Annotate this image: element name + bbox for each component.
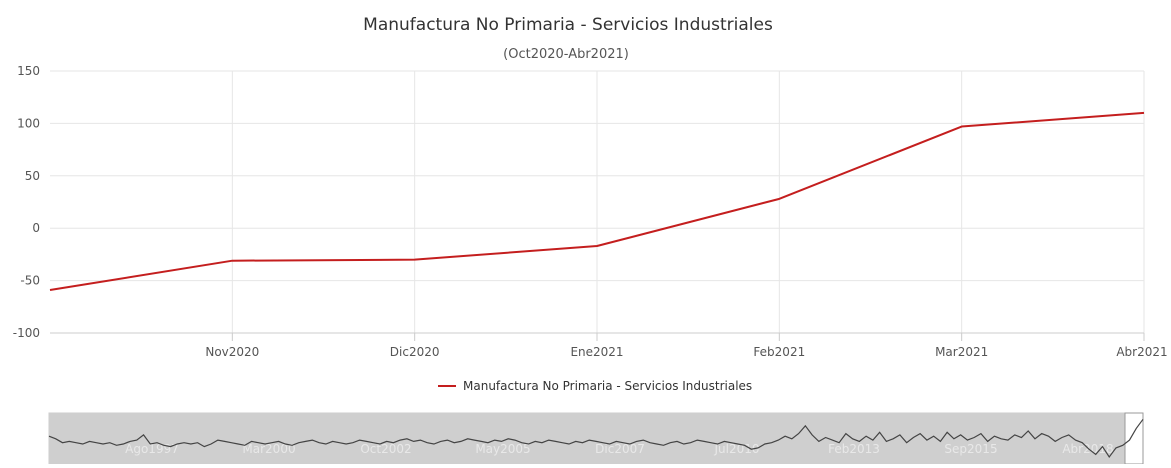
navigator-label: May2005 xyxy=(475,442,530,456)
navigator[interactable]: Ago1997 Mar2000 Oct2002 May2005 Dic2007 Jul20… xyxy=(48,412,1144,465)
legend[interactable]: Manufactura No Primaria - Servicios Indu… xyxy=(438,379,752,393)
y-axis: -100 -50 0 50 100 150 xyxy=(13,64,40,340)
chart-subtitle: (Oct2020-Abr2021) xyxy=(503,47,629,62)
legend-label: Manufactura No Primaria - Servicios Indu… xyxy=(463,379,752,393)
y-tick-label: 150 xyxy=(17,64,40,78)
grid xyxy=(50,70,1145,334)
data-point[interactable] xyxy=(228,257,236,265)
data-point[interactable] xyxy=(958,123,966,131)
x-tick-label: Dic2020 xyxy=(390,345,440,359)
y-tick-label: 50 xyxy=(25,169,40,183)
navigator-label: Feb2013 xyxy=(828,442,880,456)
plot-area xyxy=(46,109,1148,294)
navigator-label: Jul2010 xyxy=(713,442,759,456)
data-point[interactable] xyxy=(593,242,601,250)
series-line[interactable] xyxy=(49,111,1145,292)
navigator-label: Dic2007 xyxy=(595,442,645,456)
y-tick-label: -50 xyxy=(20,274,40,288)
navigator-mask xyxy=(49,413,1125,464)
x-tick-label: Mar2021 xyxy=(935,345,988,359)
x-axis: Nov2020 Dic2020 Ene2021 Feb2021 Mar2021 Abr20… xyxy=(50,332,1168,359)
data-point[interactable] xyxy=(775,195,783,203)
y-tick-label: -100 xyxy=(13,326,40,340)
navigator-selection[interactable] xyxy=(1124,412,1144,465)
navigator-label: Oct2002 xyxy=(360,442,411,456)
navigator-label: Sep2015 xyxy=(944,442,997,456)
y-tick-label: 100 xyxy=(17,116,40,130)
data-point[interactable] xyxy=(46,286,54,294)
x-tick-label: Nov2020 xyxy=(205,345,259,359)
x-tick-label: Abr2021 xyxy=(1116,345,1167,359)
data-point[interactable] xyxy=(1140,109,1148,117)
chart-title: Manufactura No Primaria - Servicios Indu… xyxy=(363,15,773,35)
x-tick-label: Ene2021 xyxy=(570,345,623,359)
x-tick-label: Feb2021 xyxy=(753,345,805,359)
y-tick-label: 0 xyxy=(32,221,40,235)
data-point[interactable] xyxy=(411,256,419,264)
navigator-series xyxy=(48,418,1144,459)
navigator-label: Mar2000 xyxy=(242,442,295,456)
